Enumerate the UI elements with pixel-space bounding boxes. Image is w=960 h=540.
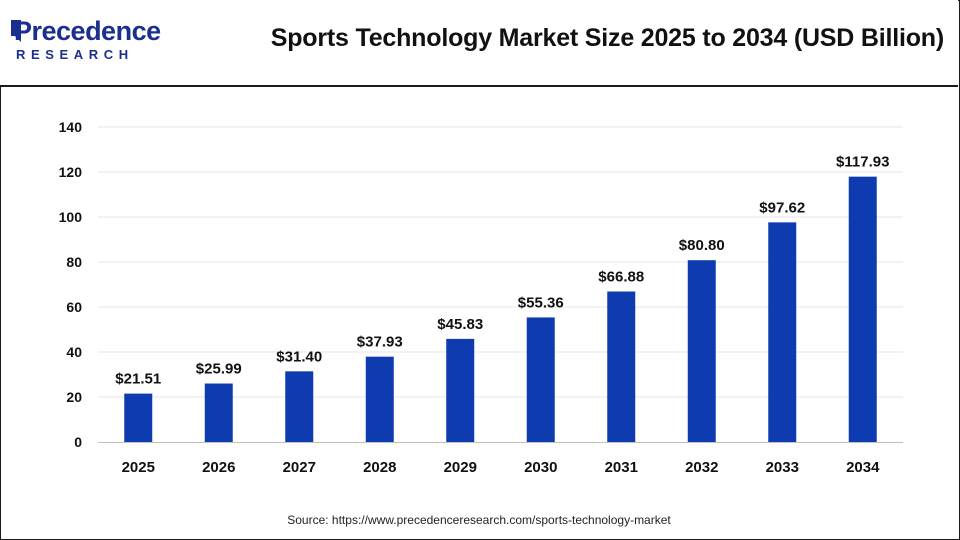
bar (124, 393, 153, 442)
bar (526, 317, 555, 442)
x-tick-label: 2025 (122, 459, 155, 476)
bar (848, 176, 877, 442)
x-tick-label: 2032 (685, 459, 718, 476)
data-label: $97.62 (759, 199, 805, 216)
bar (687, 260, 716, 442)
x-tick-label: 2033 (766, 459, 799, 476)
bar (365, 356, 394, 442)
x-tick-label: 2027 (283, 459, 316, 476)
data-label: $25.99 (196, 361, 242, 378)
data-label: $21.51 (115, 371, 161, 388)
x-tick-label: 2026 (202, 459, 235, 476)
y-tick-label: 80 (66, 254, 82, 270)
x-tick-label: 2034 (846, 459, 880, 476)
page-title: Sports Technology Market Size 2025 to 20… (270, 24, 944, 52)
x-tick-label: 2029 (444, 459, 477, 476)
data-label: $55.36 (518, 294, 564, 311)
header-bar: Precedence RESEARCH Sports Technology Ma… (0, 0, 958, 87)
y-tick-label: 140 (59, 119, 83, 135)
x-tick-label: 2030 (524, 459, 557, 476)
data-label: $37.93 (357, 334, 403, 351)
data-label: $80.80 (679, 237, 725, 254)
x-tick-label: 2028 (363, 459, 396, 476)
bar (768, 222, 797, 442)
bar (607, 291, 636, 442)
logo-mark-icon (11, 20, 21, 42)
y-tick-label: 0 (74, 434, 82, 450)
data-label: $66.88 (598, 269, 644, 286)
y-tick-label: 20 (66, 389, 82, 405)
y-tick-label: 60 (66, 299, 82, 315)
brand-name: Precedence (14, 16, 161, 46)
source-note: Source: https://www.precedenceresearch.c… (287, 513, 671, 527)
y-tick-label: 100 (59, 209, 83, 225)
brand-logo[interactable]: Precedence RESEARCH (11, 16, 164, 66)
data-label: $45.83 (437, 316, 483, 333)
bar (285, 371, 314, 442)
bar (204, 383, 233, 442)
data-label: $117.93 (836, 154, 889, 171)
x-tick-label: 2031 (605, 459, 638, 476)
y-tick-label: 120 (59, 164, 83, 180)
data-label: $31.40 (276, 348, 322, 365)
bar (446, 338, 475, 442)
y-tick-label: 40 (66, 344, 82, 360)
brand-subtitle: RESEARCH (16, 47, 134, 62)
